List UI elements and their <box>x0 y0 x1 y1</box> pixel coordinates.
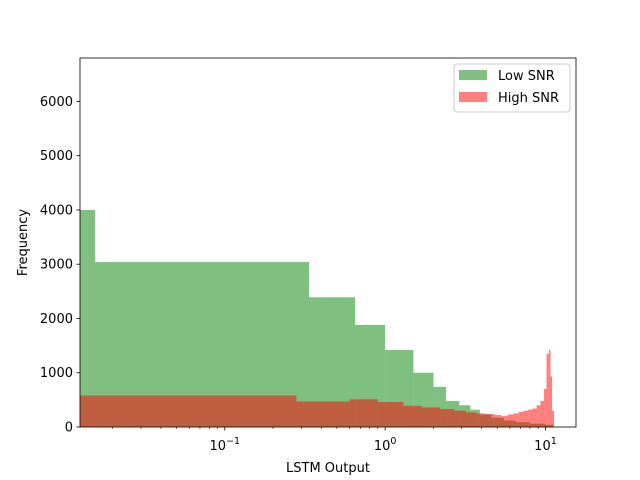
low-snr-bars <box>80 209 554 427</box>
high-snr-bar <box>454 410 467 427</box>
y-axis-ticks: 0 1000 2000 3000 4000 5000 6000 <box>40 95 80 436</box>
low-snr-bar <box>80 209 95 427</box>
x-axis-label: LSTM Output <box>286 461 370 476</box>
y-tick-label: 4000 <box>40 203 73 218</box>
y-axis-label: Frequency <box>16 209 31 276</box>
y-tick-label: 3000 <box>40 258 73 273</box>
high-snr-bar <box>403 405 423 427</box>
high-snr-bar <box>501 416 508 427</box>
high-snr-bar <box>523 410 529 427</box>
high-snr-bar <box>507 414 514 427</box>
legend-swatch-high-snr <box>459 92 487 102</box>
high-snr-bar <box>494 415 502 427</box>
high-snr-bar <box>422 407 441 427</box>
y-tick-label: 2000 <box>40 312 73 327</box>
high-snr-bar <box>440 409 455 427</box>
high-snr-bar <box>540 400 545 427</box>
legend-label-low-snr: Low SNR <box>498 69 555 84</box>
high-snr-bar <box>377 402 404 427</box>
high-snr-bar <box>552 410 554 427</box>
high-snr-bar <box>476 413 486 427</box>
x-tick-label: 100 <box>374 436 397 454</box>
high-snr-bar <box>296 401 350 427</box>
high-snr-bar <box>544 389 547 427</box>
high-snr-bar <box>80 395 297 427</box>
high-snr-bar <box>513 413 519 427</box>
high-snr-bar <box>466 412 477 427</box>
high-snr-bar <box>546 353 549 427</box>
y-tick-label: 5000 <box>40 149 73 164</box>
legend-label-high-snr: High SNR <box>498 91 559 106</box>
high-snr-bar <box>548 349 551 427</box>
high-snr-bar <box>550 376 553 427</box>
y-tick-label: 0 <box>65 421 73 436</box>
y-tick-label: 6000 <box>40 95 73 110</box>
legend: Low SNR High SNR <box>453 63 571 113</box>
y-tick-label: 1000 <box>40 366 73 381</box>
x-axis-ticks: 10−1 100 101 <box>112 427 557 454</box>
plot-frame <box>79 57 577 428</box>
high-snr-bar <box>485 413 495 427</box>
high-snr-bar <box>532 408 537 427</box>
high-snr-bars <box>80 349 554 427</box>
legend-swatch-low-snr <box>459 70 487 80</box>
high-snr-bar <box>528 409 533 427</box>
x-tick-label: 101 <box>534 436 557 454</box>
high-snr-bar <box>536 405 541 427</box>
high-snr-bar <box>349 399 378 427</box>
high-snr-bar <box>518 411 524 427</box>
x-tick-label: 10−1 <box>210 436 241 454</box>
